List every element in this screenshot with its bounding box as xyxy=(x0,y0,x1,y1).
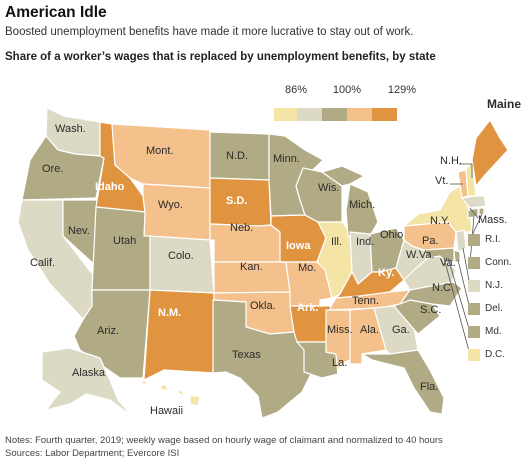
label-oh: Ohio xyxy=(380,229,403,241)
side-label-dc: D.C. xyxy=(485,349,505,360)
notes: Notes: Fourth quarter, 2019; weekly wage… xyxy=(5,434,443,460)
label-al: Ala. xyxy=(360,324,379,336)
sources-line: Sources: Labor Department; Evercore ISI xyxy=(5,448,180,459)
notes-line-1: Notes: Fourth quarter, 2019; weekly wage… xyxy=(5,435,443,446)
label-sd: S.D. xyxy=(226,195,247,207)
label-wy: Wyo. xyxy=(158,199,183,211)
label-ny: N.Y. xyxy=(430,215,450,227)
label-mi: Mich. xyxy=(349,199,375,211)
label-pa: Pa. xyxy=(422,235,439,247)
label-ks: Kan. xyxy=(240,261,263,273)
label-va: Va. xyxy=(440,257,456,269)
label-id: Idaho xyxy=(95,181,125,193)
leader-side-dc xyxy=(443,257,471,356)
label-ma: Mass. xyxy=(478,214,507,226)
state-me xyxy=(471,119,509,187)
state-wy xyxy=(142,183,211,241)
state-nm xyxy=(143,289,215,381)
chart-title: American Idle xyxy=(5,4,107,21)
state-il xyxy=(316,221,353,299)
label-mo: Mo. xyxy=(298,262,316,274)
state-hi-4 xyxy=(189,395,201,407)
label-ok: Okla. xyxy=(250,300,276,312)
label-ga: Ga. xyxy=(392,324,410,336)
label-wv: W.Va. xyxy=(406,249,435,261)
label-co: Colo. xyxy=(168,250,194,262)
label-az: Ariz. xyxy=(97,325,119,337)
state-ut xyxy=(91,206,151,291)
side-label-ct: Conn. xyxy=(485,257,512,268)
label-ca: Calif. xyxy=(30,257,55,269)
label-il: Ill. xyxy=(331,236,342,248)
color-legend: 86% 100% 129% xyxy=(260,84,416,121)
label-or: Ore. xyxy=(42,163,63,175)
side-label-ri: R.I. xyxy=(485,234,501,245)
legend-tick-mid: 100% xyxy=(332,84,362,96)
state-tx xyxy=(195,299,316,419)
label-wa: Wash. xyxy=(55,123,86,135)
state-hi-2 xyxy=(159,383,169,391)
state-ri xyxy=(478,207,485,216)
label-vt: Vt. xyxy=(435,175,448,187)
label-mt: Mont. xyxy=(146,145,174,157)
state-ak xyxy=(41,347,133,417)
label-ut: Utah xyxy=(113,235,136,247)
label-nv: Nev. xyxy=(68,225,90,237)
state-nj xyxy=(455,229,467,253)
label-tx: Texas xyxy=(232,349,261,361)
state-hi-3 xyxy=(175,389,185,397)
label-fl: Fla. xyxy=(420,381,438,393)
map-title: Share of a worker’s wages that is replac… xyxy=(5,51,436,63)
label-ar: Ark. xyxy=(297,302,318,314)
leader-side-md xyxy=(447,257,471,333)
side-swatch-de xyxy=(468,303,480,315)
label-mn: Minn. xyxy=(273,153,300,165)
legend-tick-high: 129% xyxy=(387,84,417,96)
label-hi: Hawaii xyxy=(150,405,183,417)
label-nd: N.D. xyxy=(226,150,248,162)
state-ma xyxy=(461,195,487,209)
label-ak: Alaska xyxy=(72,367,106,379)
state-de xyxy=(453,249,461,263)
side-swatch-md xyxy=(468,326,480,338)
state-co xyxy=(149,235,215,294)
label-in: Ind. xyxy=(356,236,374,248)
label-me: Maine xyxy=(487,97,521,111)
label-sc: S.C. xyxy=(420,304,441,316)
leader-nh xyxy=(459,163,473,178)
state-md xyxy=(423,247,455,263)
chart-subtitle: Boosted unemployment benefits have made … xyxy=(5,26,414,38)
leader-ma xyxy=(469,207,479,219)
side-label-md: Md. xyxy=(485,326,502,337)
state-hi-1 xyxy=(139,379,147,387)
leader-side-de xyxy=(457,259,471,310)
label-wi: Wis. xyxy=(318,182,339,194)
legend-swatch-5 xyxy=(372,108,398,121)
legend-tick-low: 86% xyxy=(284,84,308,96)
label-la: La. xyxy=(332,357,347,369)
label-nh: N.H. xyxy=(440,155,462,167)
side-swatch-ct xyxy=(468,257,480,269)
label-ia: Iowa xyxy=(286,240,311,252)
side-swatch-nj xyxy=(468,280,480,292)
side-swatch-ri xyxy=(468,234,480,246)
label-tn: Tenn. xyxy=(352,295,379,307)
label-ne: Neb. xyxy=(230,222,253,234)
side-label-de: Del. xyxy=(485,303,503,314)
label-ms: Miss. xyxy=(327,324,353,336)
side-swatch-dc xyxy=(468,349,480,361)
leader-side-nj xyxy=(462,247,471,287)
label-nc: N.C. xyxy=(432,282,454,294)
side-label-nj: N.J. xyxy=(485,280,503,291)
label-nm: N.M. xyxy=(158,307,181,319)
state-fl xyxy=(361,349,445,415)
state-mi-up xyxy=(321,165,365,187)
label-ky: Ky. xyxy=(378,267,394,279)
